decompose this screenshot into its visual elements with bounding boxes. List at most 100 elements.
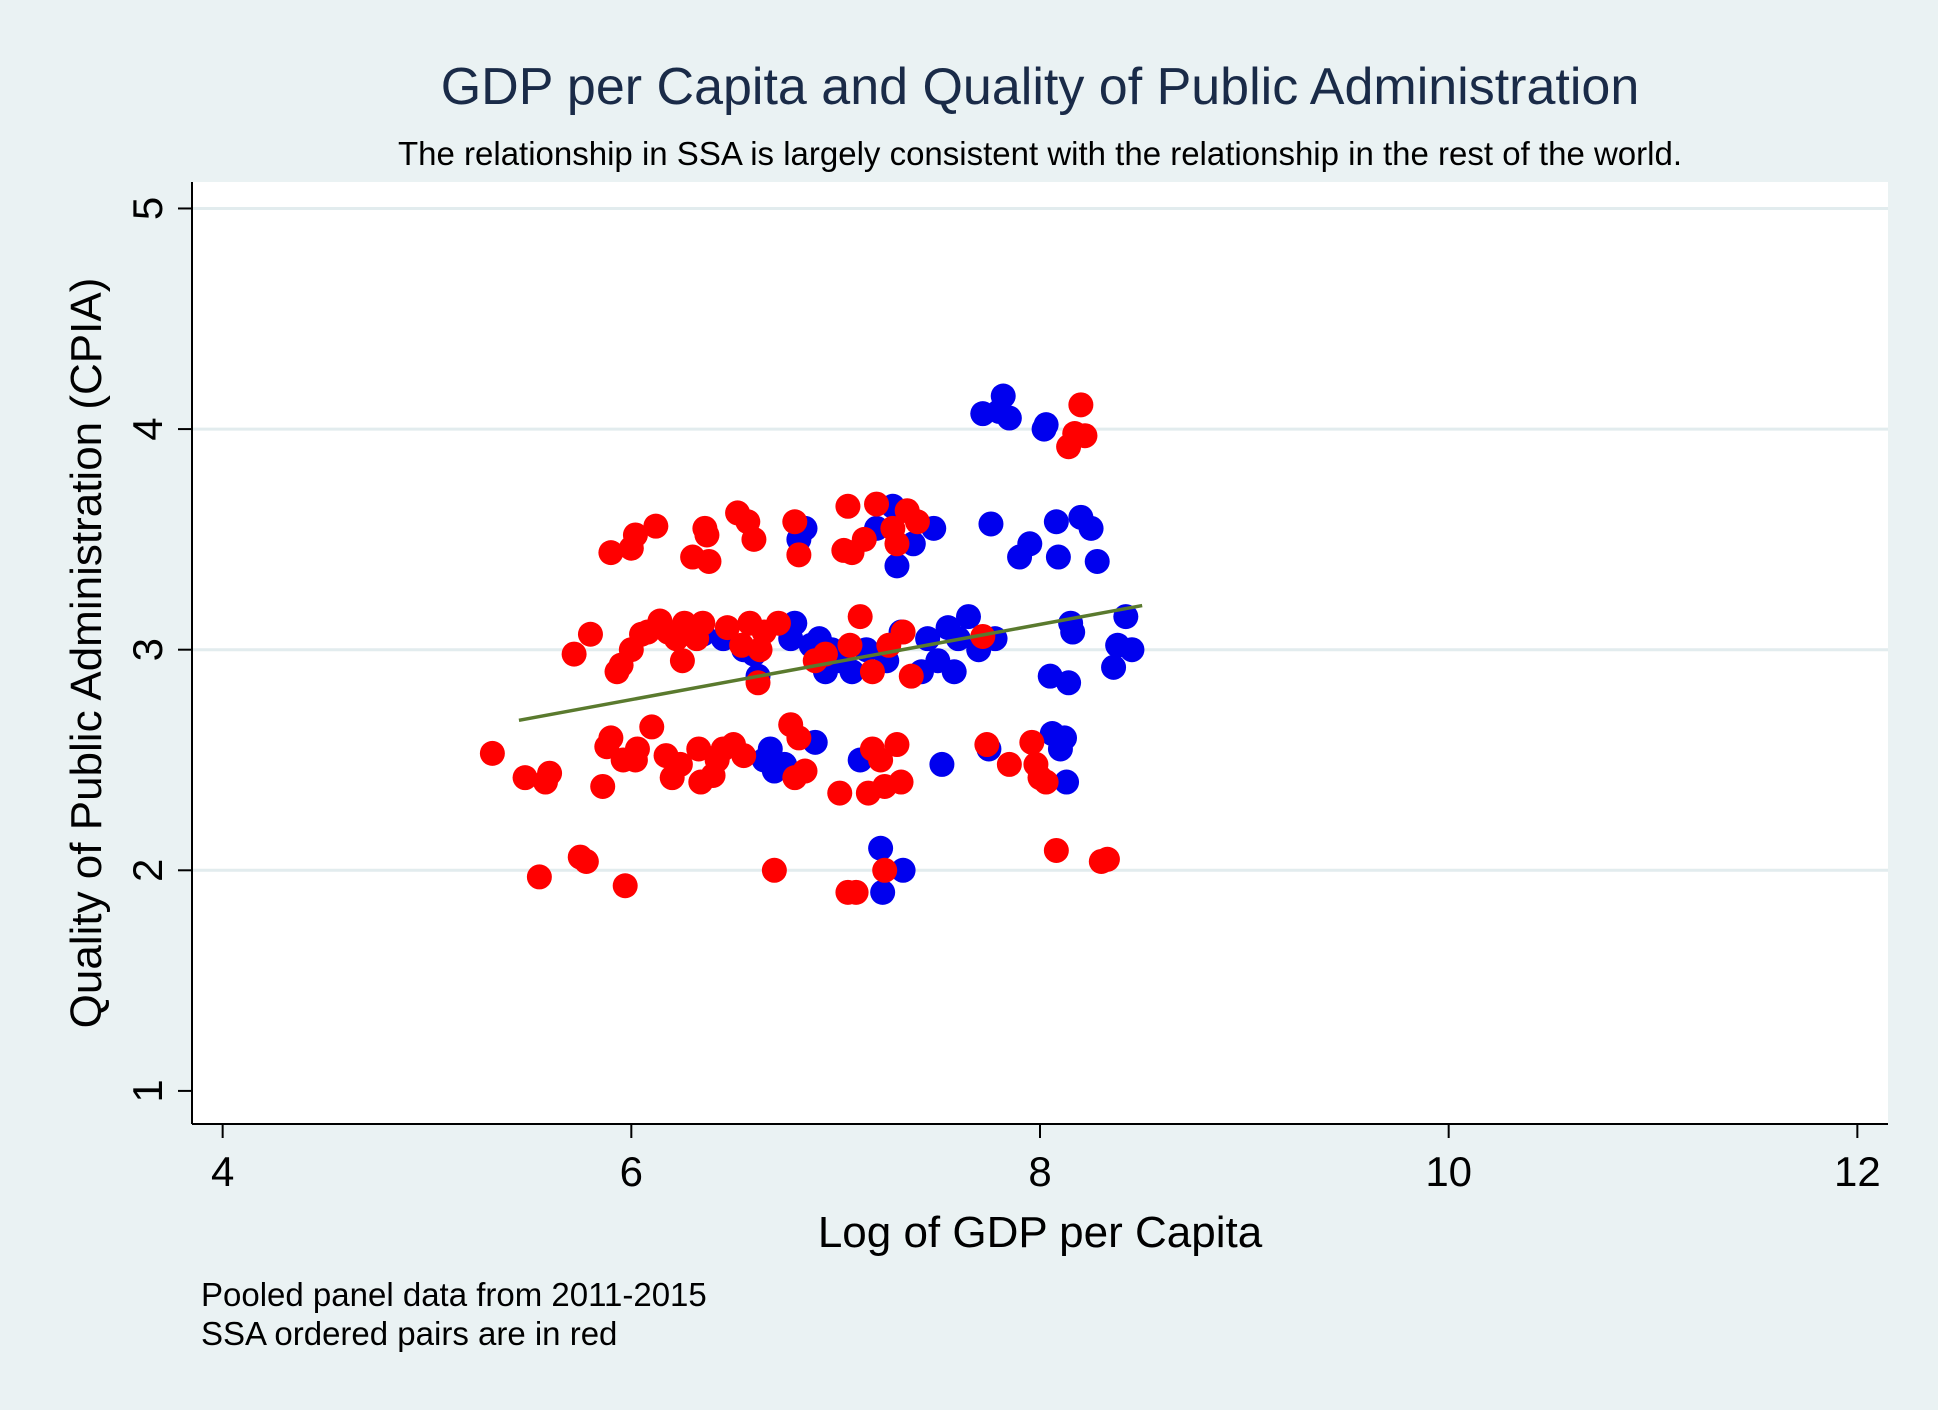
x-tick-label: 10	[1425, 1148, 1472, 1195]
point-ssa	[1072, 423, 1098, 449]
point-ssa	[643, 513, 669, 539]
point-rest-of-world	[996, 405, 1022, 431]
point-ssa	[512, 765, 538, 791]
x-tick-label: 4	[211, 1148, 234, 1195]
point-rest-of-world	[868, 835, 894, 861]
point-ssa	[598, 725, 624, 751]
point-rest-of-world	[941, 659, 967, 685]
x-tick-label: 8	[1028, 1148, 1051, 1195]
point-rest-of-world	[1033, 412, 1059, 438]
point-ssa	[812, 641, 838, 667]
point-rest-of-world	[1052, 725, 1078, 751]
point-ssa	[786, 542, 812, 568]
point-rest-of-world	[990, 383, 1016, 409]
point-rest-of-world	[1119, 637, 1145, 663]
point-ssa	[996, 751, 1022, 777]
point-ssa	[667, 751, 693, 777]
point-ssa	[761, 857, 787, 883]
point-ssa	[851, 526, 877, 552]
chart-subtitle: The relationship in SSA is largely consi…	[398, 135, 1682, 172]
point-rest-of-world	[1043, 509, 1069, 535]
point-rest-of-world	[1045, 544, 1071, 570]
note-line-1: Pooled panel data from 2011-2015	[201, 1276, 707, 1313]
point-ssa	[859, 659, 885, 685]
chart-title: GDP per Capita and Quality of Public Adm…	[441, 58, 1640, 116]
point-ssa	[792, 758, 818, 784]
point-ssa	[624, 736, 650, 762]
point-ssa	[888, 769, 914, 795]
point-rest-of-world	[890, 857, 916, 883]
x-tick-label: 6	[620, 1148, 643, 1195]
point-rest-of-world	[1054, 769, 1080, 795]
point-ssa	[537, 760, 563, 786]
point-rest-of-world	[1084, 548, 1110, 574]
point-rest-of-world	[839, 659, 865, 685]
point-rest-of-world	[870, 879, 896, 905]
point-ssa	[827, 780, 853, 806]
point-rest-of-world	[929, 751, 955, 777]
point-ssa	[1068, 392, 1094, 418]
point-ssa	[479, 740, 505, 766]
point-ssa	[561, 641, 587, 667]
point-ssa	[639, 714, 665, 740]
point-ssa	[864, 491, 890, 517]
point-ssa	[835, 493, 861, 519]
point-ssa	[843, 879, 869, 905]
y-axis-ticks: 1 2 3 4 5	[124, 197, 192, 1103]
point-rest-of-world	[978, 511, 1004, 537]
point-ssa	[837, 632, 863, 658]
point-ssa	[1019, 729, 1045, 755]
point-ssa	[590, 773, 616, 799]
point-ssa	[847, 604, 873, 630]
point-ssa	[904, 509, 930, 535]
point-ssa	[573, 848, 599, 874]
point-ssa	[696, 548, 722, 574]
point-ssa	[974, 732, 1000, 758]
point-ssa	[1043, 837, 1069, 863]
point-ssa	[782, 509, 808, 535]
x-axis-ticks: 4 6 8 10 12	[211, 1124, 1881, 1195]
y-tick-label: 1	[124, 1079, 171, 1102]
point-ssa	[1094, 846, 1120, 872]
point-ssa	[898, 663, 924, 689]
point-ssa	[690, 610, 716, 636]
plot-area	[192, 182, 1888, 1124]
point-ssa	[669, 648, 695, 674]
data-points	[479, 383, 1145, 905]
point-rest-of-world	[1060, 619, 1086, 645]
point-ssa	[884, 732, 910, 758]
point-rest-of-world	[955, 604, 981, 630]
y-tick-label: 3	[124, 638, 171, 661]
point-rest-of-world	[884, 553, 910, 579]
point-ssa	[1033, 769, 1059, 795]
point-ssa	[526, 864, 552, 890]
point-ssa	[714, 615, 740, 641]
point-ssa	[872, 857, 898, 883]
x-axis-label: Log of GDP per Capita	[818, 1208, 1263, 1257]
point-ssa	[577, 621, 603, 647]
y-tick-label: 2	[124, 859, 171, 882]
point-ssa	[694, 522, 720, 548]
point-ssa	[731, 743, 757, 769]
point-ssa	[884, 531, 910, 557]
y-tick-label: 4	[124, 417, 171, 440]
y-tick-label: 5	[124, 197, 171, 220]
point-ssa	[890, 619, 916, 645]
point-ssa	[598, 540, 624, 566]
point-rest-of-world	[1017, 531, 1043, 557]
fit-line	[518, 603, 1143, 723]
point-ssa	[786, 725, 812, 751]
x-tick-label: 12	[1834, 1148, 1881, 1195]
point-rest-of-world	[1056, 670, 1082, 696]
point-ssa	[622, 522, 648, 548]
point-ssa	[868, 747, 894, 773]
point-rest-of-world	[1078, 515, 1104, 541]
point-ssa	[765, 610, 791, 636]
y-axis-label: Quality of Public Administration (CPIA)	[62, 278, 111, 1029]
note-line-2: SSA ordered pairs are in red	[201, 1315, 617, 1352]
point-ssa	[741, 526, 767, 552]
point-rest-of-world	[1101, 654, 1127, 680]
point-ssa	[612, 873, 638, 899]
